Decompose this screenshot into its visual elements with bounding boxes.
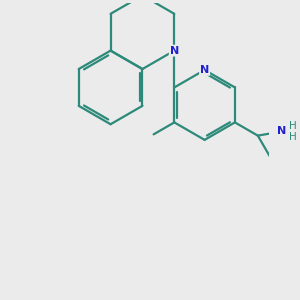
Text: N: N [200,65,209,75]
Text: H: H [290,121,297,131]
Text: H: H [290,132,297,142]
Text: N: N [277,127,286,136]
Text: N: N [170,46,179,56]
